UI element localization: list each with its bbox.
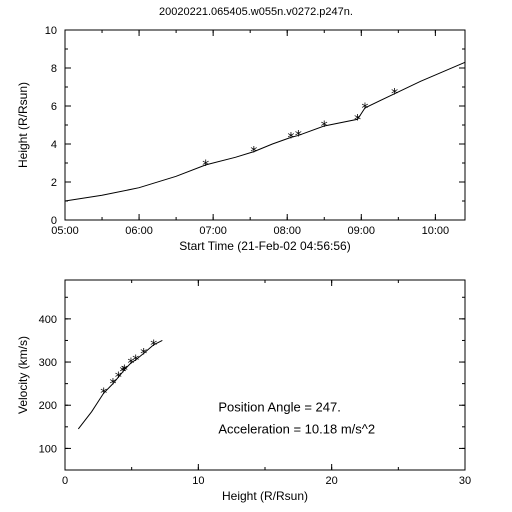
data-marker: * xyxy=(390,87,398,103)
ytick-label: 0 xyxy=(51,215,57,227)
ytick-label: 10 xyxy=(45,25,57,37)
top-data-line xyxy=(65,62,465,201)
data-marker: * xyxy=(202,158,210,174)
ytick-label: 200 xyxy=(39,400,57,412)
data-marker: * xyxy=(361,101,369,117)
data-marker: * xyxy=(149,338,157,354)
figure-title: 20020221.065405.w055n.v0272.p247n. xyxy=(159,6,353,18)
xtick-label: 10 xyxy=(192,475,204,487)
xtick-label: 30 xyxy=(459,475,471,487)
ytick-label: 400 xyxy=(39,314,57,326)
data-marker: * xyxy=(99,386,107,402)
data-marker: * xyxy=(139,346,147,362)
xtick-label: 20 xyxy=(326,475,338,487)
ytick-label: 2 xyxy=(51,177,57,189)
bottom-ylabel: Velocity (km/s) xyxy=(16,336,30,414)
ytick-label: 300 xyxy=(39,357,57,369)
xtick-label: 06:00 xyxy=(125,225,153,237)
xtick-label: 09:00 xyxy=(348,225,376,237)
ytick-label: 4 xyxy=(51,139,57,151)
xtick-label: 08:00 xyxy=(273,225,301,237)
xtick-label: 0 xyxy=(62,475,68,487)
xtick-label: 07:00 xyxy=(199,225,227,237)
top-ylabel: Height (R/Rsun) xyxy=(16,82,30,168)
bottom-xlabel: Height (R/Rsun) xyxy=(222,489,308,503)
data-marker: * xyxy=(320,119,328,135)
data-marker: * xyxy=(294,128,302,144)
top-xlabel: Start Time (21-Feb-02 04:56:56) xyxy=(179,239,350,253)
annotation-text: Acceleration = 10.18 m/s^2 xyxy=(218,421,375,436)
annotation-text: Position Angle = 247. xyxy=(218,400,341,415)
ytick-label: 6 xyxy=(51,101,57,113)
xtick-label: 10:00 xyxy=(422,225,450,237)
ytick-label: 100 xyxy=(39,443,57,455)
data-marker: * xyxy=(250,145,258,161)
top-plot-box xyxy=(65,30,465,220)
ytick-label: 8 xyxy=(51,63,57,75)
